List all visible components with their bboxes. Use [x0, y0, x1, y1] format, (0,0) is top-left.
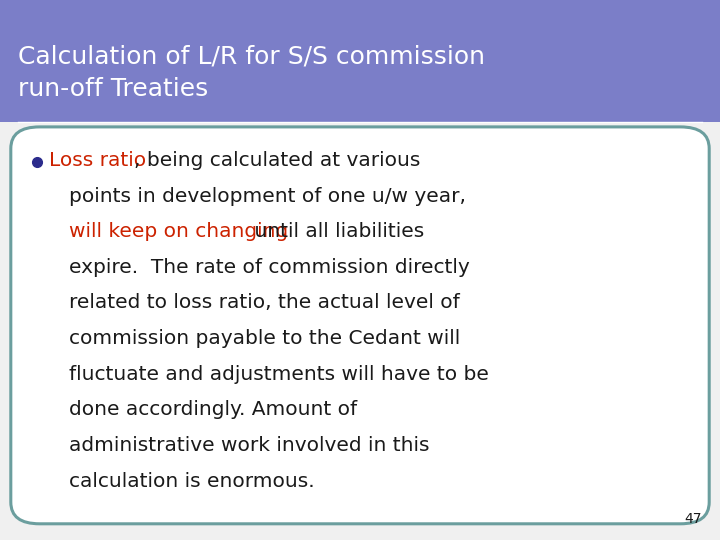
Text: commission payable to the Cedant will: commission payable to the Cedant will	[69, 329, 460, 348]
Text: until all liabilities: until all liabilities	[248, 222, 424, 241]
FancyBboxPatch shape	[11, 127, 709, 524]
FancyBboxPatch shape	[0, 0, 720, 122]
Text: Calculation of L/R for S/S commission: Calculation of L/R for S/S commission	[18, 45, 485, 69]
Text: Loss ratio: Loss ratio	[49, 151, 146, 170]
Text: , being calculated at various: , being calculated at various	[134, 151, 420, 170]
Text: fluctuate and adjustments will have to be: fluctuate and adjustments will have to b…	[69, 364, 489, 384]
Text: run-off Treaties: run-off Treaties	[18, 77, 208, 101]
Text: points in development of one u/w year,: points in development of one u/w year,	[69, 186, 466, 206]
Text: administrative work involved in this: administrative work involved in this	[69, 436, 430, 455]
Text: expire.  The rate of commission directly: expire. The rate of commission directly	[69, 258, 470, 277]
Text: done accordingly. Amount of: done accordingly. Amount of	[69, 400, 357, 420]
Text: calculation is enormous.: calculation is enormous.	[69, 471, 315, 491]
Text: will keep on changing: will keep on changing	[69, 222, 289, 241]
Text: related to loss ratio, the actual level of: related to loss ratio, the actual level …	[69, 293, 460, 313]
Text: 47: 47	[685, 512, 702, 526]
